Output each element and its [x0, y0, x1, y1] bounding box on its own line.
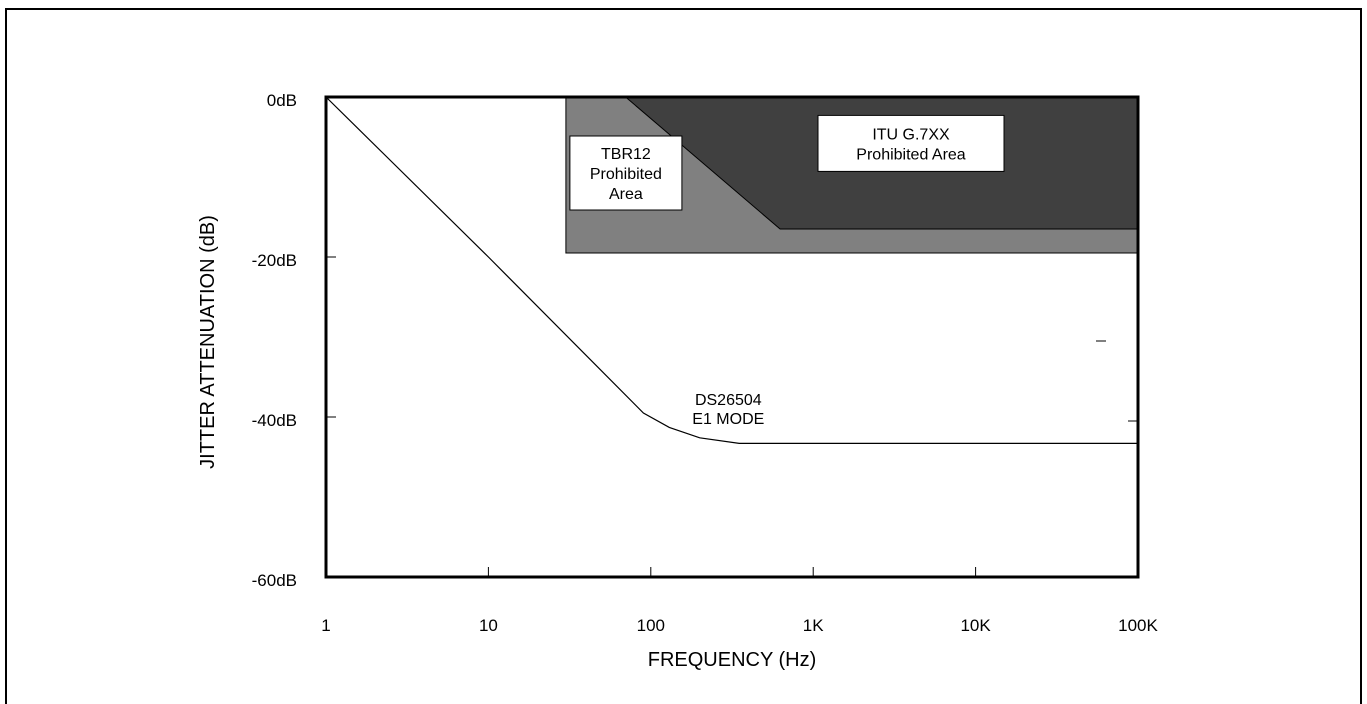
x-tick-label: 10 [479, 616, 498, 635]
x-axis-ticks: 1 10 100 1K 10K 100K [321, 567, 1159, 635]
y-axis-ticks: 0dB -20dB -40dB -60dB [252, 91, 336, 590]
annotation-line: E1 MODE [692, 411, 764, 428]
minor-ticks [1096, 252, 1138, 422]
y-tick-label: -20dB [252, 251, 297, 270]
x-tick-label: 10K [960, 616, 991, 635]
annotation-line: DS26504 [695, 392, 762, 409]
x-tick-label: 100K [1118, 616, 1158, 635]
annotations: DS26504 E1 MODE [692, 392, 764, 428]
series-line-0 [325, 96, 1138, 444]
x-axis-label: FREQUENCY (Hz) [648, 649, 817, 671]
series-group [325, 96, 1138, 444]
x-tick-label: 100 [637, 616, 665, 635]
y-tick-label: -40dB [252, 411, 297, 430]
x-tick-label: 1K [803, 616, 824, 635]
y-axis-label: JITTER ATTENUATION (dB) [197, 215, 219, 469]
region-label-box-0 [569, 135, 683, 211]
region-label-1: ITU G.7XX Prohibited Area [817, 114, 1005, 172]
region-label-line: ITU G.7XX [872, 126, 950, 143]
x-tick-label: 1 [321, 616, 330, 635]
figure-frame [5, 8, 1362, 704]
region-label-line: Prohibited [590, 166, 662, 183]
y-tick-label: 0dB [267, 91, 297, 110]
plot-area-border [324, 95, 1140, 579]
region-label-line: Prohibited Area [856, 146, 966, 163]
region-label-line: TBR12 [601, 146, 651, 163]
y-tick-label: -60dB [252, 571, 297, 590]
region-label-box-1 [817, 114, 1005, 172]
region-labels: TBR12 Prohibited Area ITU G.7XX Prohibited A… [569, 114, 1005, 211]
region-label-line: Area [609, 186, 643, 203]
region-label-0: TBR12 Prohibited Area [569, 135, 683, 211]
